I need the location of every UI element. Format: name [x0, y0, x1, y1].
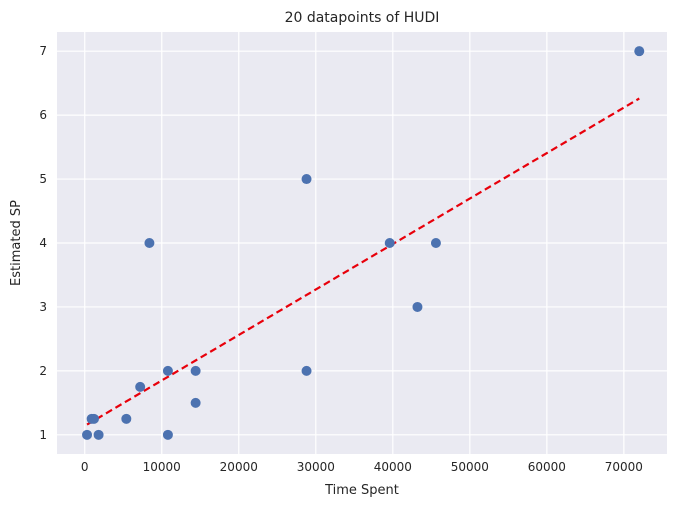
x-tick-label: 60000 [528, 460, 566, 474]
x-tick-label: 40000 [374, 460, 412, 474]
data-point [162, 365, 173, 376]
y-axis-title: Estimated SP [9, 200, 24, 286]
data-point [190, 365, 201, 376]
grid [57, 32, 667, 454]
x-axis-title: Time Spent [324, 483, 399, 498]
y-tick-label: 2 [39, 364, 47, 378]
x-tick-label: 70000 [605, 460, 643, 474]
tick-labels: 0 10000 20000 30000 40000 50000 60000 70000 1 2 3 4… [39, 44, 643, 474]
x-tick-label: 20000 [220, 460, 258, 474]
y-tick-label: 1 [39, 428, 47, 442]
y-tick-label: 7 [39, 44, 47, 58]
data-point [93, 429, 104, 440]
data-point [135, 381, 146, 392]
y-tick-label: 6 [39, 108, 47, 122]
data-point [412, 301, 423, 312]
x-tick-label: 0 [81, 460, 89, 474]
data-point [301, 365, 312, 376]
y-tick-label: 4 [39, 236, 47, 250]
data-point [384, 238, 395, 248]
data-point [301, 174, 312, 185]
y-tick-label: 5 [39, 172, 47, 186]
chart-title: 20 datapoints of HUDI [285, 10, 440, 26]
data-point [190, 397, 201, 408]
data-point [430, 238, 441, 248]
x-tick-label: 50000 [451, 460, 489, 474]
x-tick-label: 30000 [297, 460, 335, 474]
data-point [88, 413, 99, 424]
trend-line-layer [86, 97, 640, 426]
data-point [634, 46, 645, 57]
data-point [144, 238, 155, 248]
scatter-points [82, 46, 645, 440]
data-point [121, 413, 132, 424]
data-point [82, 429, 93, 440]
y-tick-label: 3 [39, 300, 47, 314]
data-point [162, 429, 173, 440]
trend-line [86, 97, 640, 426]
x-tick-label: 10000 [143, 460, 181, 474]
